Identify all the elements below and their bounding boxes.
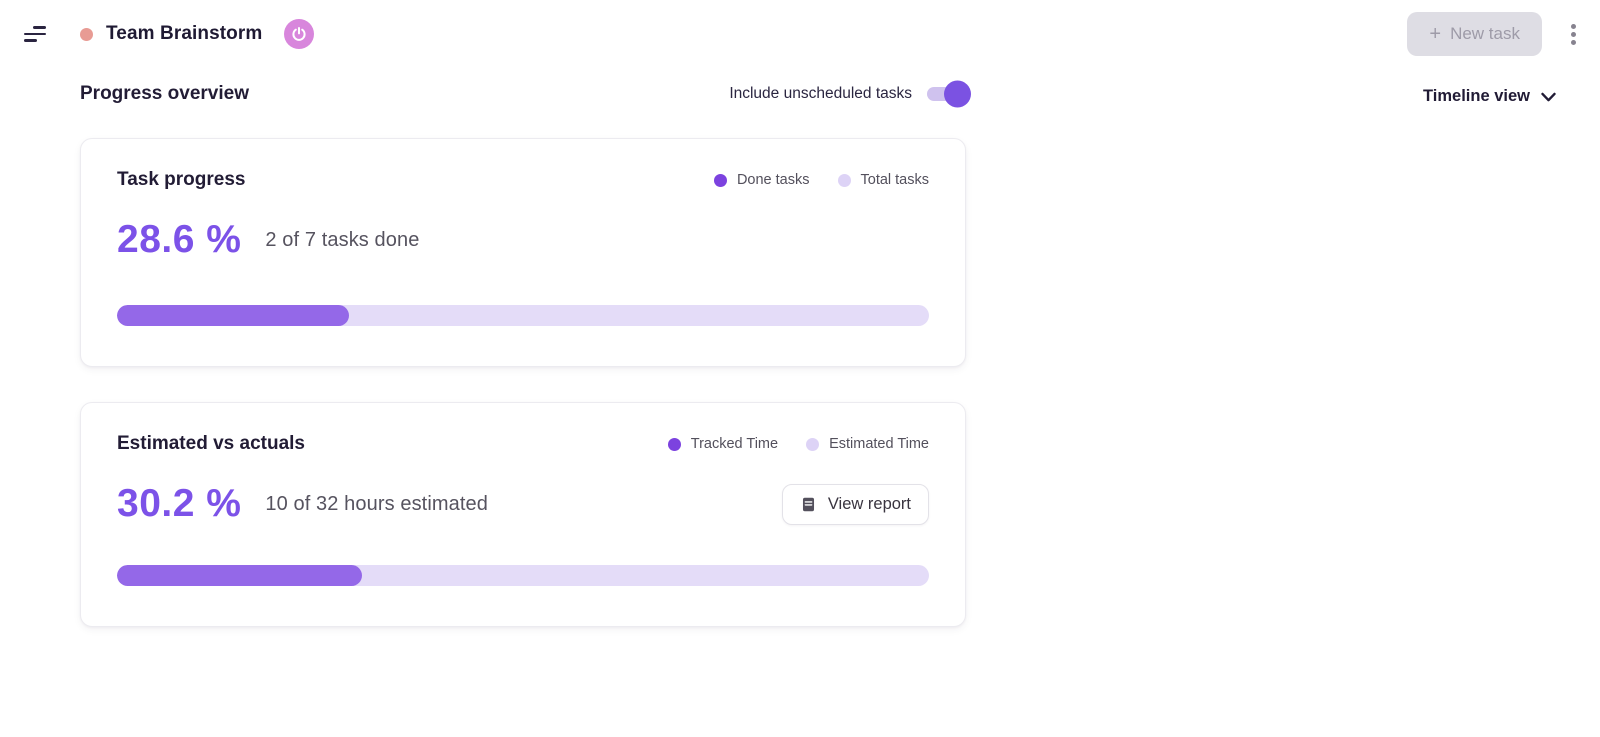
legend-dot	[806, 437, 820, 451]
stats-row: 30.2 % 10 of 32 hours estimated View rep…	[117, 479, 929, 529]
legend-item-tracked-time: Tracked Time	[667, 436, 779, 452]
sort-menu-icon[interactable]	[24, 26, 48, 42]
include-unscheduled-toggle[interactable]	[927, 80, 971, 108]
legend-item-estimated-time: Estimated Time	[806, 436, 929, 452]
legend-item-done-tasks: Done tasks	[713, 172, 810, 188]
legend: Done tasks Total tasks	[713, 172, 930, 188]
new-task-button[interactable]: + New task	[1407, 12, 1542, 56]
top-bar-right: + New task	[1407, 12, 1580, 56]
new-task-label: New task	[1450, 24, 1520, 43]
power-icon	[292, 27, 306, 41]
overview-header-row: Progress overview Include unscheduled ta…	[0, 68, 1600, 120]
legend-dot	[713, 173, 727, 187]
chevron-down-icon	[1541, 92, 1556, 101]
view-report-button[interactable]: View report	[781, 483, 929, 525]
top-bar: Team Brainstorm + New task	[0, 0, 1600, 68]
view-selector-dropdown[interactable]: Timeline view	[1423, 87, 1556, 106]
card-header: Estimated vs actuals Tracked Time Estima…	[117, 433, 929, 455]
task-progress-card: Task progress Done tasks Total tasks 28.…	[80, 138, 966, 367]
legend-label: Tracked Time	[690, 436, 779, 452]
view-report-label: View report	[827, 494, 911, 513]
task-progress-bar-track	[117, 305, 929, 326]
stats-left: 30.2 % 10 of 32 hours estimated	[117, 482, 488, 526]
legend-dot	[837, 173, 851, 187]
legend-label: Total tasks	[860, 172, 930, 188]
view-selector-label: Timeline view	[1423, 87, 1530, 106]
space-color-dot	[80, 27, 93, 41]
page-title: Team Brainstorm	[106, 23, 263, 44]
legend-label: Done tasks	[736, 172, 810, 188]
legend-dot	[667, 437, 681, 451]
unscheduled-toggle-group: Include unscheduled tasks	[729, 80, 971, 108]
top-bar-left: Team Brainstorm	[24, 19, 315, 49]
card-title: Estimated vs actuals	[117, 433, 305, 454]
time-progress-bar-track	[117, 565, 929, 586]
toggle-knob	[944, 80, 971, 108]
unscheduled-toggle-label: Include unscheduled tasks	[729, 85, 912, 102]
legend-item-total-tasks: Total tasks	[837, 172, 930, 188]
section-title: Progress overview	[80, 83, 249, 104]
report-icon	[802, 497, 814, 511]
legend: Tracked Time Estimated Time	[667, 436, 929, 452]
percent-value: 28.6 %	[117, 218, 242, 261]
plus-icon: +	[1429, 23, 1442, 45]
percent-subtext: 10 of 32 hours estimated	[265, 492, 488, 515]
stats-row: 28.6 % 2 of 7 tasks done	[117, 215, 929, 265]
percent-subtext: 2 of 7 tasks done	[265, 228, 420, 251]
card-header: Task progress Done tasks Total tasks	[117, 169, 929, 191]
estimated-vs-actuals-card: Estimated vs actuals Tracked Time Estima…	[80, 402, 966, 627]
legend-label: Estimated Time	[829, 436, 929, 452]
power-toggle-button[interactable]	[284, 19, 315, 49]
time-progress-bar-fill	[117, 565, 363, 586]
card-title: Task progress	[117, 169, 246, 190]
more-options-icon[interactable]	[1567, 20, 1580, 49]
percent-value: 30.2 %	[117, 482, 242, 525]
task-progress-bar-fill	[117, 305, 350, 326]
